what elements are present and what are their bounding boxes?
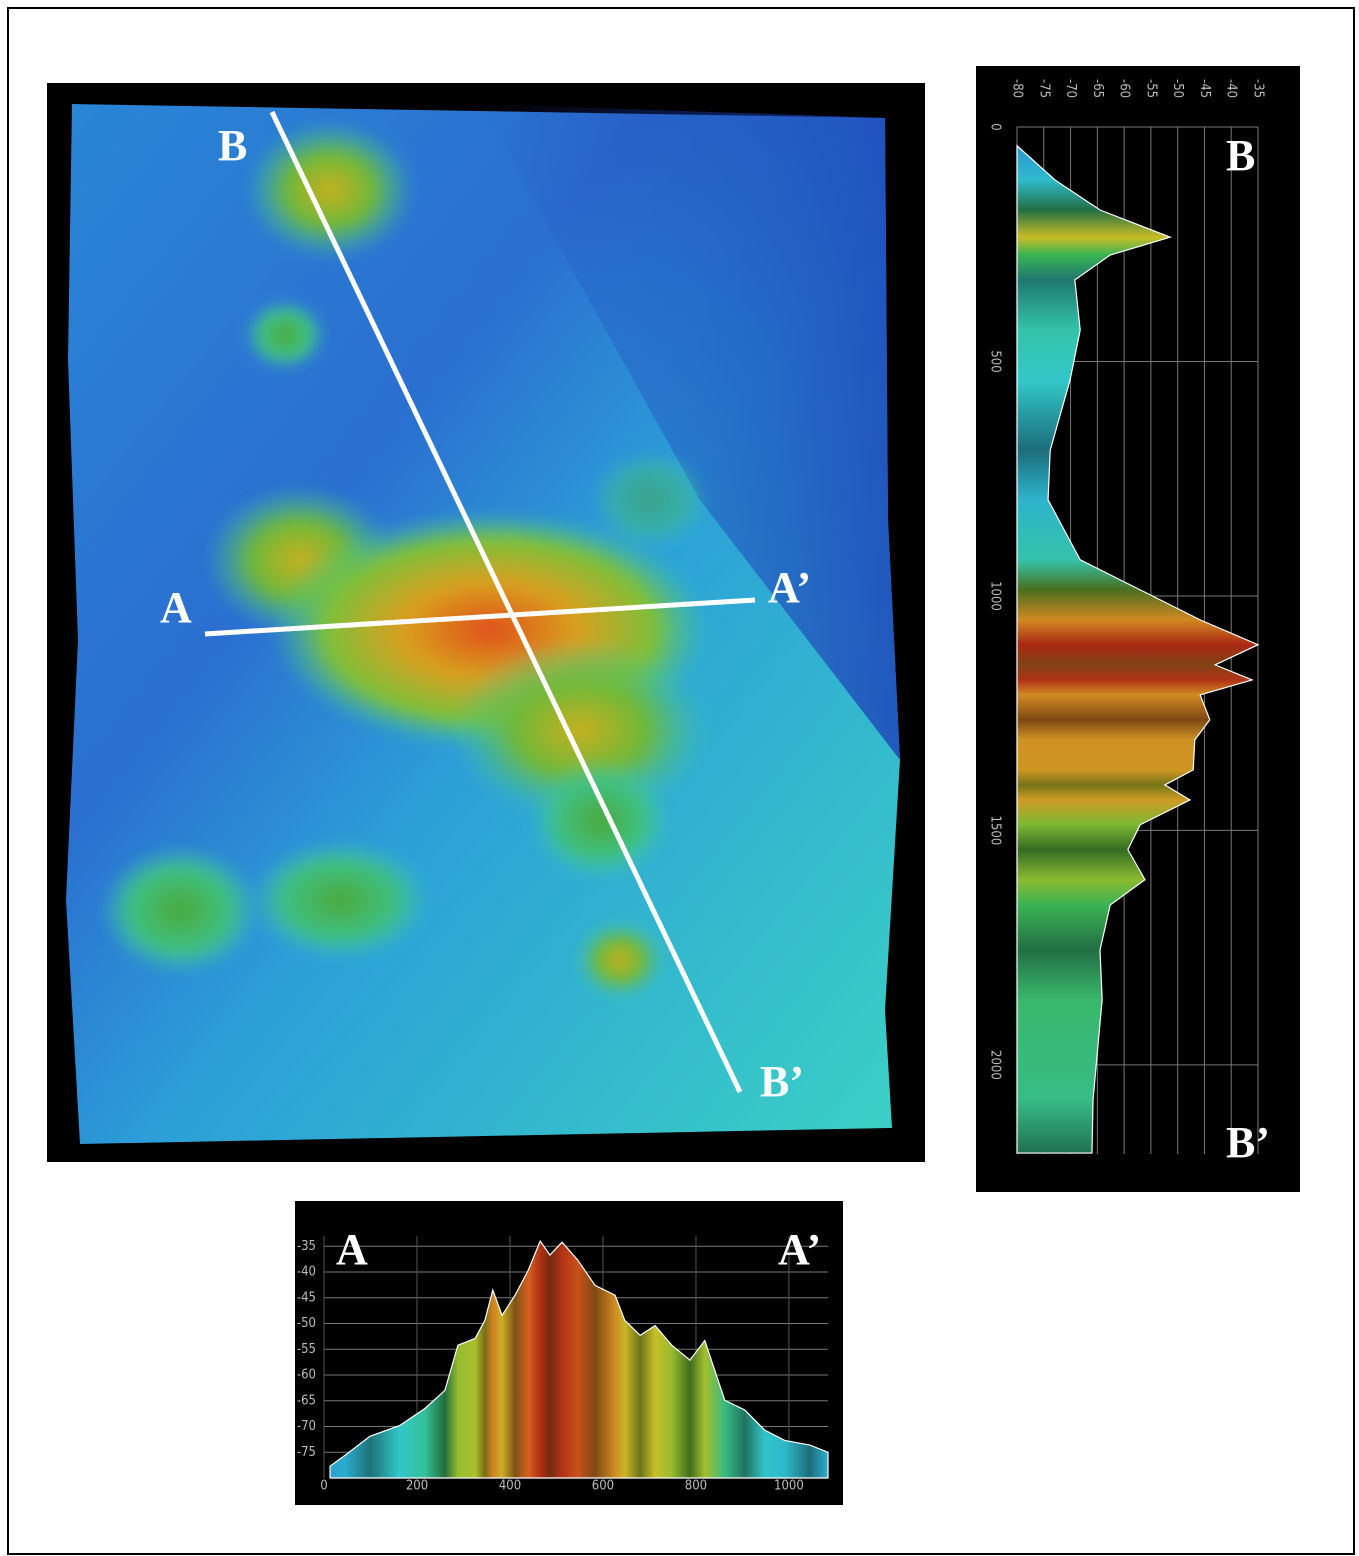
y-tick-label: -40 xyxy=(1224,79,1239,98)
figure-border xyxy=(7,7,1355,1555)
y-tick-label: -35 xyxy=(297,1239,316,1254)
map: A A’ B B’ xyxy=(47,83,925,1162)
y-tick-label: -70 xyxy=(1063,79,1078,98)
x-tick-label: 1000 xyxy=(988,581,1003,611)
deep-water xyxy=(480,104,900,760)
y-tick-label: -60 xyxy=(1117,79,1132,98)
y-tick-label: -75 xyxy=(1036,79,1051,98)
y-tick-label: -60 xyxy=(297,1368,316,1383)
y-tick-label: -45 xyxy=(297,1290,316,1305)
x-tick-label: 200 xyxy=(406,1479,428,1494)
x-tick-label: 1500 xyxy=(988,816,1003,846)
y-tick-label: -50 xyxy=(297,1316,316,1331)
y-tick-label: -80 xyxy=(1010,79,1025,98)
y-tick-label: -70 xyxy=(297,1419,316,1434)
x-tick-label: 0 xyxy=(320,1479,327,1494)
y-tick-label: -65 xyxy=(1090,79,1105,98)
y-tick-label: -55 xyxy=(297,1342,316,1357)
profile: -80 -75 -70 -65 -60 -55 -50 -45 -40 -35 0 500 1000 15… xyxy=(988,79,1271,1167)
y-tick-label: -40 xyxy=(297,1265,316,1280)
y-tick-label: -75 xyxy=(297,1445,316,1460)
section-line xyxy=(204,597,756,637)
y-tick-label: -50 xyxy=(1170,79,1185,98)
x-tick-label: 0 xyxy=(988,123,1003,130)
profile-area xyxy=(1016,144,1260,1154)
x-tick-label: 800 xyxy=(685,1479,707,1494)
y-tick-label: -35 xyxy=(1251,79,1266,98)
x-tick-label: 2000 xyxy=(988,1050,1003,1080)
section-line xyxy=(269,110,743,1094)
seamounts xyxy=(100,120,710,1000)
y-tick-label: -65 xyxy=(297,1393,316,1408)
x-tick-label: 500 xyxy=(988,350,1003,372)
x-tick-label: 600 xyxy=(592,1479,614,1494)
y-tick-label: -45 xyxy=(1197,79,1212,98)
profile-label: A’ xyxy=(778,1225,821,1274)
profile-label: A xyxy=(336,1225,368,1274)
profile-label: B xyxy=(1226,131,1255,180)
map-label: B’ xyxy=(760,1057,804,1106)
x-tick-label: 1000 xyxy=(774,1479,804,1494)
map-label: A xyxy=(160,583,192,632)
profile-area xyxy=(329,1239,829,1479)
profile-label: B’ xyxy=(1226,1118,1270,1167)
y-tick-label: -55 xyxy=(1143,79,1158,98)
profile: -35 -40 -45 -50 -55 -60 -65 -70 -75 0 200 400 600 800… xyxy=(297,1225,829,1494)
map-label: B xyxy=(218,121,247,170)
map-label: A’ xyxy=(768,563,811,612)
x-tick-label: 400 xyxy=(499,1479,521,1494)
